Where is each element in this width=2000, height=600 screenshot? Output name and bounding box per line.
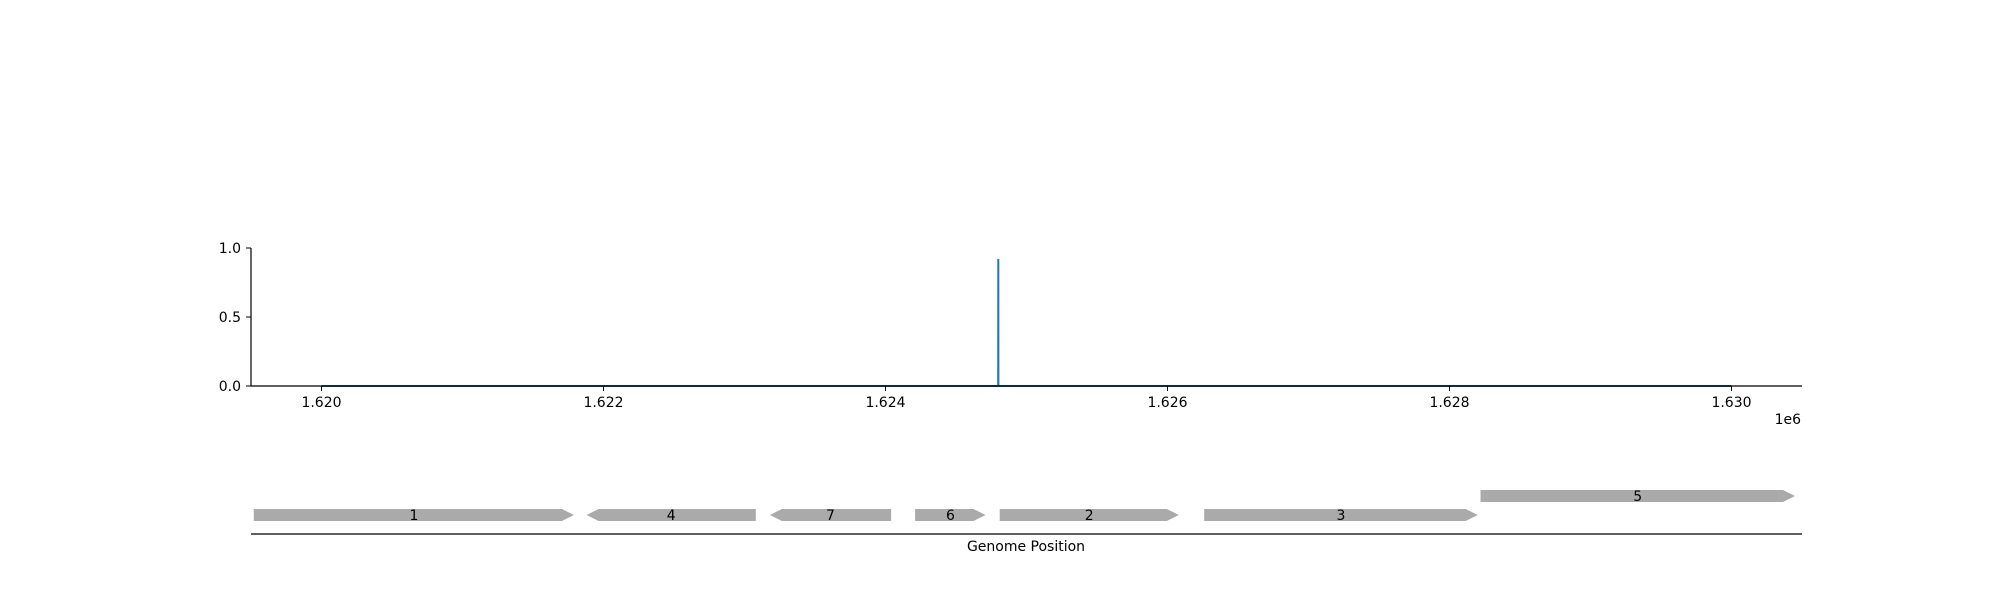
x-offset-label: 1e6 (1775, 412, 1802, 428)
gene-label: 2 (1085, 508, 1094, 524)
y-tick-label: 1.0 (219, 241, 241, 257)
y-tick-label: 0.0 (219, 379, 241, 395)
x-tick-label: 1.622 (583, 395, 623, 411)
gene-arrows: 1 4 7 6 2 3 5 (253, 489, 1795, 524)
gene-arrow (999, 509, 1179, 521)
x-tick-label: 1.626 (1147, 395, 1187, 411)
gene-arrow (1480, 490, 1795, 502)
x-axis-label: Genome Position (967, 539, 1085, 555)
gene-label: 4 (667, 508, 676, 524)
y-ticks: 0.0 0.5 1.0 (219, 241, 251, 395)
x-tick-label: 1.624 (865, 395, 905, 411)
gene-label: 1 (409, 508, 418, 524)
gene-label: 7 (826, 508, 835, 524)
gene-track-panel: 1 4 7 6 2 3 5 Genome Position (251, 489, 1802, 555)
signal-panel: 1.620 1.622 1.624 1.626 1.628 1.630 0.0 0.5 1.0… (219, 241, 1802, 428)
gene-arrow (915, 509, 986, 521)
gene-label: 6 (946, 508, 955, 524)
gene-arrow (1204, 509, 1478, 521)
gene-arrow (253, 509, 574, 521)
gene-arrow (769, 509, 892, 521)
signal-series-line (321, 258, 1732, 387)
y-tick-label: 0.5 (219, 310, 241, 326)
x-tick-label: 1.630 (1711, 395, 1751, 411)
x-ticks: 1.620 1.622 1.624 1.626 1.628 1.630 (301, 386, 1752, 411)
x-tick-label: 1.628 (1429, 395, 1469, 411)
gene-arrow (586, 509, 756, 521)
signal-series-group (321, 258, 1732, 387)
gene-label: 3 (1336, 508, 1345, 524)
gene-label: 5 (1633, 489, 1642, 505)
x-tick-label: 1.620 (301, 395, 341, 411)
